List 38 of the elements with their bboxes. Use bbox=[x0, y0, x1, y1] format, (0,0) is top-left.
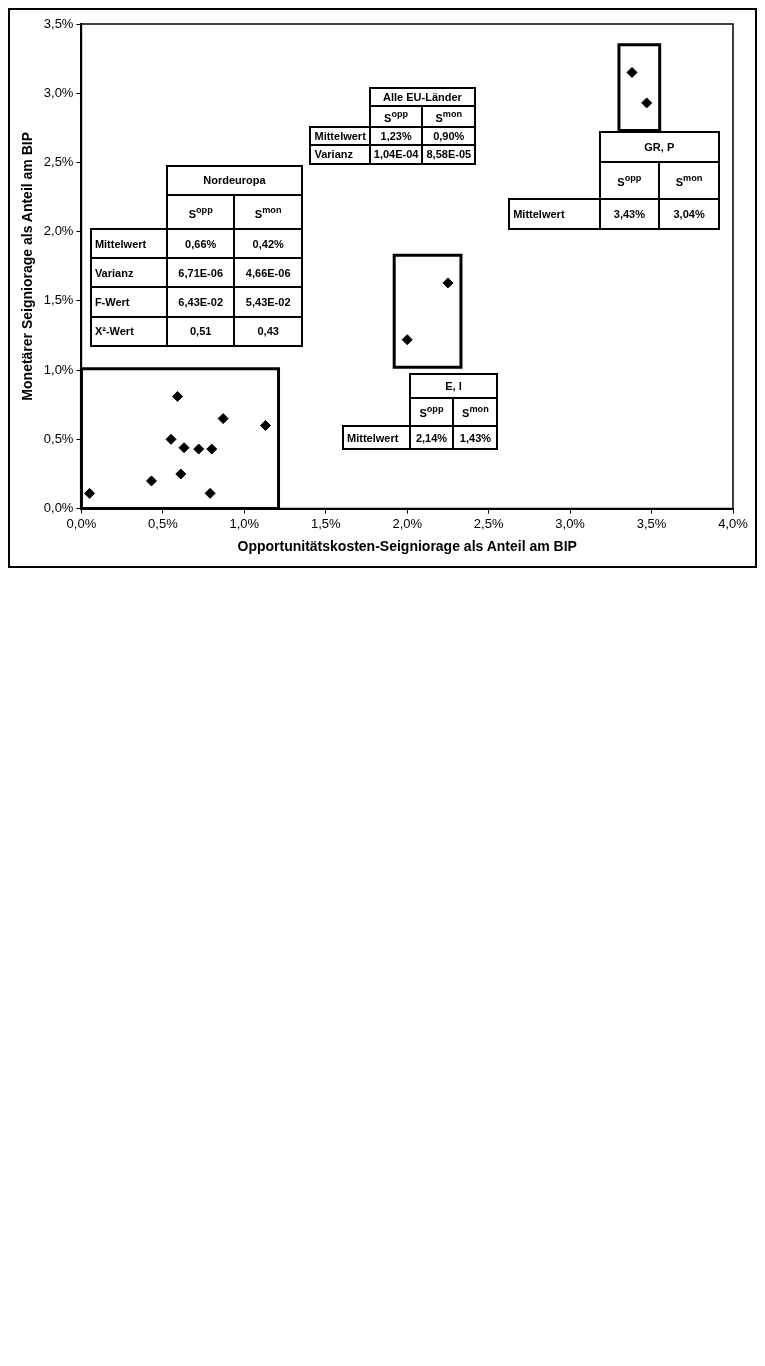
point bbox=[172, 390, 184, 402]
x-tick-label: 1,0% bbox=[229, 515, 260, 531]
y-tick-label: 0,5% bbox=[43, 430, 74, 446]
point bbox=[145, 475, 157, 487]
text: E, I S$^{opp}$ S$^{mon}$ Mittelwert 2,14% 1,43% bbox=[347, 379, 492, 444]
point bbox=[204, 487, 216, 499]
point bbox=[84, 487, 96, 499]
point bbox=[193, 443, 205, 455]
y-tick-label: 1,0% bbox=[43, 361, 74, 377]
x-tick-label: 1,5% bbox=[310, 515, 342, 531]
text: Nordeuropa S$^{opp}$ S$^{mon}$ Mittelwert 0,66% 0,42% Varianz 6,71E-06 4,66E-06 F-Wert 6,43E-02 5,43E-02 X²-Wert 0,51 0,43 bbox=[94, 174, 291, 338]
point bbox=[401, 334, 413, 346]
x-tick-label: 3,5% bbox=[636, 515, 667, 531]
y-tick-label: 2,5% bbox=[43, 154, 74, 170]
y-tick-label: 2,0% bbox=[43, 223, 74, 239]
point bbox=[442, 277, 454, 289]
x-tick-label: 4,0% bbox=[718, 515, 749, 531]
x-tick-label: 0,0% bbox=[66, 515, 97, 531]
point bbox=[626, 66, 638, 78]
y-axis-title: Monetärer Seigniorage als Anteil am BIP bbox=[19, 131, 36, 401]
x-tick-label: 3,0% bbox=[555, 515, 586, 531]
x-axis-title: Opportunitätskosten-Seigniorage als Anteil am BIP bbox=[237, 538, 577, 555]
point bbox=[165, 433, 177, 445]
y-tick-label: 3,5% bbox=[43, 15, 74, 31]
point bbox=[260, 420, 271, 432]
point bbox=[217, 413, 229, 425]
x-tick-label: 0,5% bbox=[148, 515, 179, 531]
point bbox=[175, 468, 187, 480]
text: GR, P S$^{opp}$ S$^{mon}$ Mittelwert 3,43% 3,04% bbox=[513, 140, 705, 221]
x-tick-label: 2,5% bbox=[473, 515, 504, 531]
y-tick-label: 0,0% bbox=[43, 500, 74, 516]
y-tick-label: 1,5% bbox=[43, 292, 74, 308]
point bbox=[178, 442, 190, 454]
text: Alle EU-Länder S$^{opp}$ S$^{mon}$ Mittelwert 1,23% 0,90% Varianz 1,04E-04 8,58E-05 bbox=[314, 90, 472, 161]
point bbox=[206, 443, 218, 455]
y-tick-label: 3,0% bbox=[43, 84, 74, 100]
point bbox=[641, 97, 653, 109]
x-tick-label: 2,0% bbox=[392, 515, 423, 531]
